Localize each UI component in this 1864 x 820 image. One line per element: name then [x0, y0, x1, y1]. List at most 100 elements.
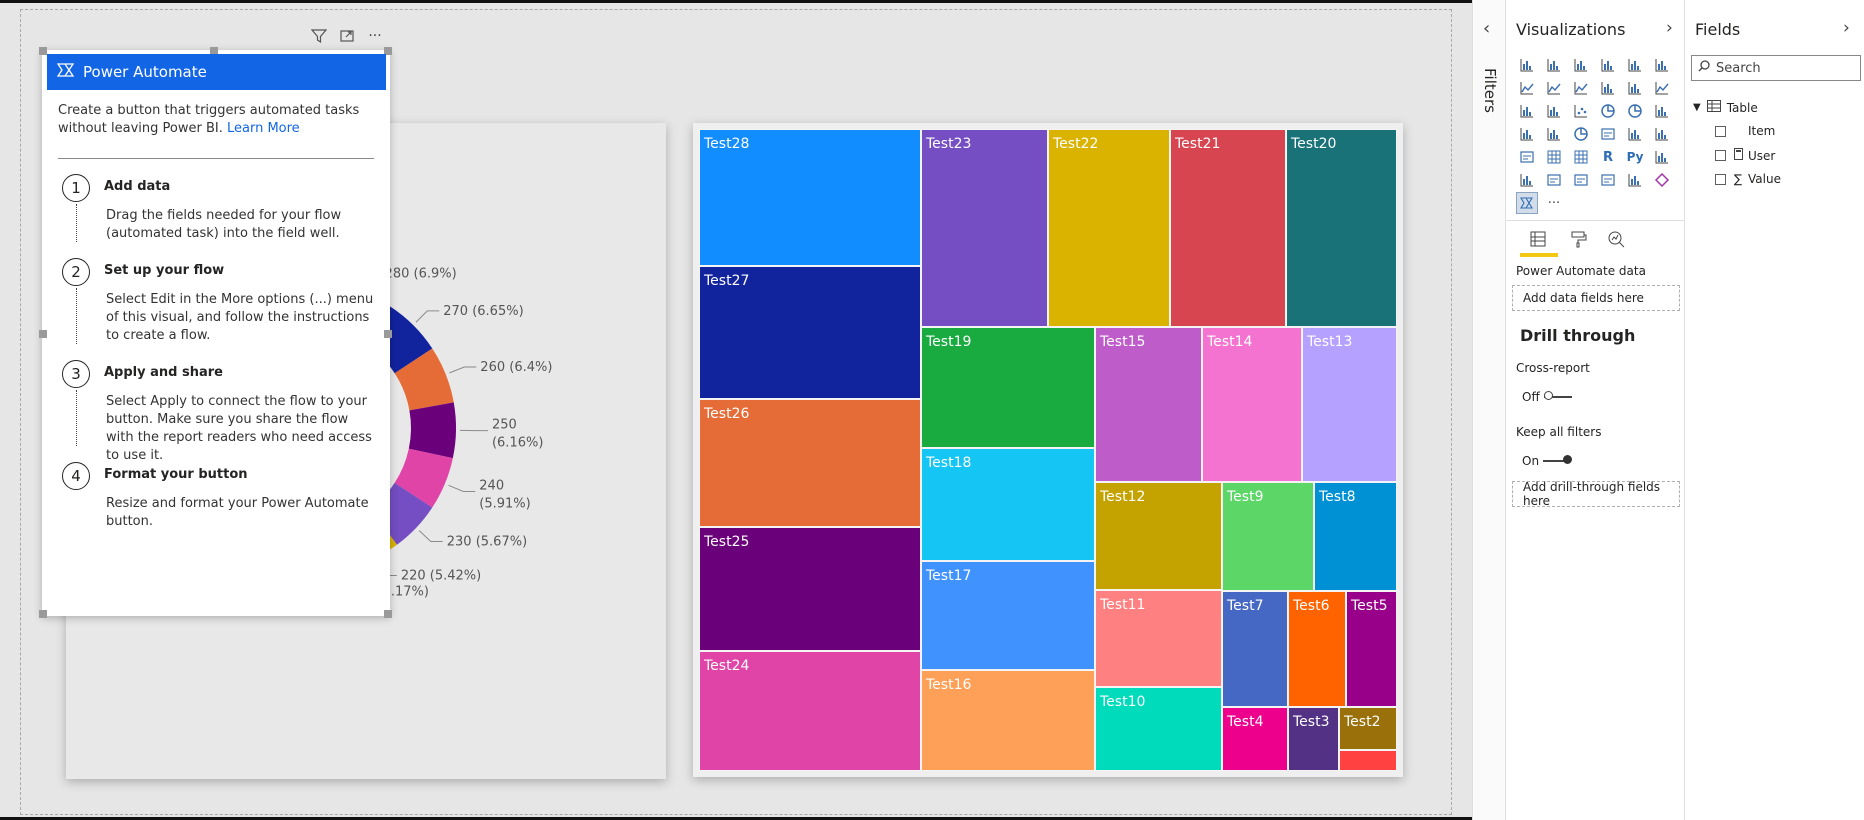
treemap-cell[interactable]: Test19 [921, 327, 1095, 448]
field-value[interactable]: ∑ Value [1715, 172, 1781, 186]
treemap-cell[interactable]: Test20 [1286, 129, 1397, 327]
treemap-cell[interactable]: Test6 [1288, 591, 1346, 707]
field-user[interactable]: User [1715, 148, 1775, 163]
treemap-icon[interactable] [1651, 100, 1673, 122]
donut-slice[interactable] [408, 402, 457, 459]
python-visual-icon[interactable]: Py [1626, 150, 1644, 164]
line-column-icon[interactable] [1597, 77, 1619, 99]
matrix-icon[interactable] [1570, 146, 1592, 168]
decomposition-tree-icon[interactable] [1516, 169, 1538, 191]
field-checkbox[interactable] [1715, 150, 1726, 161]
power-automate-panel[interactable]: Power Automate Create a button that trig… [39, 47, 392, 618]
power-apps-icon[interactable] [1651, 169, 1673, 191]
keep-all-filters-toggle[interactable]: On [1522, 454, 1573, 468]
stacked-bar-icon[interactable] [1516, 54, 1538, 76]
resize-handle[interactable] [384, 47, 392, 55]
resize-handle[interactable] [39, 610, 47, 618]
treemap-cell[interactable]: Test15 [1095, 327, 1202, 482]
treemap-cell[interactable]: Test3 [1288, 707, 1339, 771]
donut-icon[interactable] [1624, 100, 1646, 122]
resize-handle[interactable] [210, 47, 218, 55]
treemap-cell[interactable]: Test8 [1314, 482, 1397, 591]
treemap-cell[interactable]: Test10 [1095, 687, 1222, 771]
stacked-area-icon[interactable] [1570, 77, 1592, 99]
filter-icon[interactable] [308, 25, 330, 47]
treemap-cell[interactable]: Test11 [1095, 590, 1222, 687]
map-icon[interactable] [1516, 123, 1538, 145]
treemap-visual[interactable]: Test28 Test27 Test26 Test25 Test24 Test23 Test… [693, 123, 1403, 777]
format-paint-roller-icon[interactable] [1564, 226, 1592, 252]
fields-search-input[interactable]: Search [1691, 55, 1861, 81]
resize-handle[interactable] [384, 330, 392, 338]
fields-tab-icon[interactable] [1524, 226, 1552, 252]
donut-slice[interactable] [394, 348, 454, 411]
filters-label[interactable]: Filters [1481, 68, 1499, 113]
line-clustered-column-icon[interactable] [1624, 77, 1646, 99]
field-item[interactable]: Item [1715, 124, 1775, 138]
paginated-report-icon[interactable] [1570, 169, 1592, 191]
treemap-cell[interactable]: Test22 [1048, 129, 1170, 327]
treemap-cell[interactable]: Test16 [921, 670, 1095, 771]
chevron-down-icon[interactable]: ▼ [1693, 102, 1701, 113]
more-visuals-icon[interactable]: ··· [1547, 195, 1561, 211]
analytics-magnifier-icon[interactable] [1602, 226, 1630, 252]
treemap-cell[interactable]: Test17 [921, 561, 1095, 670]
arcgis-icon[interactable] [1624, 169, 1646, 191]
clustered-bar-icon[interactable] [1543, 54, 1565, 76]
collapse-chevron-icon[interactable]: ‹ [1483, 18, 1491, 39]
treemap-cell[interactable]: Test26 [699, 399, 921, 527]
field-checkbox[interactable] [1715, 173, 1726, 185]
filled-map-icon[interactable] [1543, 123, 1565, 145]
pie-icon[interactable] [1597, 100, 1619, 122]
add-data-fields-well[interactable]: Add data fields here [1512, 285, 1680, 311]
treemap-cell[interactable]: Test27 [699, 266, 921, 399]
slicer-icon[interactable] [1516, 146, 1538, 168]
smart-narrative-icon[interactable] [1597, 169, 1619, 191]
stacked-bar-100-icon[interactable] [1570, 54, 1592, 76]
treemap-cell[interactable]: Test2 [1339, 707, 1397, 750]
line-chart-icon[interactable] [1516, 77, 1538, 99]
card-icon[interactable] [1597, 123, 1619, 145]
filters-pane-collapsed[interactable]: ‹ Filters [1472, 0, 1506, 820]
table-node[interactable]: ▼ Table [1693, 100, 1758, 115]
treemap-cell[interactable]: Test21 [1170, 129, 1286, 327]
area-chart-icon[interactable] [1543, 77, 1565, 99]
treemap-cell[interactable]: Test28 [699, 129, 921, 266]
field-checkbox[interactable] [1715, 125, 1726, 137]
treemap-cell[interactable]: Test25 [699, 527, 921, 651]
power-automate-icon[interactable] [1516, 192, 1538, 214]
clustered-column-icon[interactable] [1597, 54, 1619, 76]
treemap-cell[interactable]: Test12 [1095, 482, 1222, 590]
treemap-cell[interactable] [1339, 750, 1397, 771]
cross-report-toggle[interactable]: Off [1522, 390, 1572, 404]
treemap-cell[interactable]: Test13 [1302, 327, 1397, 482]
r-visual-icon[interactable]: R [1602, 149, 1613, 165]
resize-handle[interactable] [384, 610, 392, 618]
scatter-icon[interactable] [1570, 100, 1592, 122]
chevron-right-icon[interactable]: › [1666, 18, 1673, 38]
more-options-icon[interactable]: ··· [368, 28, 382, 44]
treemap-cell[interactable]: Test5 [1346, 591, 1397, 707]
stacked-column-icon[interactable] [1624, 54, 1646, 76]
resize-handle[interactable] [39, 47, 47, 55]
table-icon[interactable] [1543, 146, 1565, 168]
waterfall-icon[interactable] [1516, 100, 1538, 122]
focus-mode-icon[interactable] [336, 25, 358, 47]
treemap-cell[interactable]: Test9 [1222, 482, 1314, 591]
multi-row-card-icon[interactable] [1624, 123, 1646, 145]
treemap-cell[interactable]: Test14 [1202, 327, 1302, 482]
learn-more-link[interactable]: Learn More [226, 121, 300, 136]
treemap-cell[interactable]: Test23 [921, 129, 1048, 327]
treemap-cell[interactable]: Test24 [699, 651, 921, 771]
treemap-cell[interactable]: Test18 [921, 448, 1095, 561]
stacked-column-100-icon[interactable] [1651, 54, 1673, 76]
chevron-right-icon[interactable]: › [1843, 18, 1850, 38]
resize-handle[interactable] [39, 330, 47, 338]
treemap-cell[interactable]: Test7 [1222, 591, 1288, 707]
treemap-cell[interactable]: Test4 [1222, 707, 1288, 771]
add-drill-through-well[interactable]: Add drill-through fields here [1512, 480, 1680, 508]
funnel-icon[interactable] [1543, 100, 1565, 122]
ribbon-chart-icon[interactable] [1651, 77, 1673, 99]
qa-icon[interactable] [1543, 169, 1565, 191]
gauge-icon[interactable] [1570, 123, 1592, 145]
